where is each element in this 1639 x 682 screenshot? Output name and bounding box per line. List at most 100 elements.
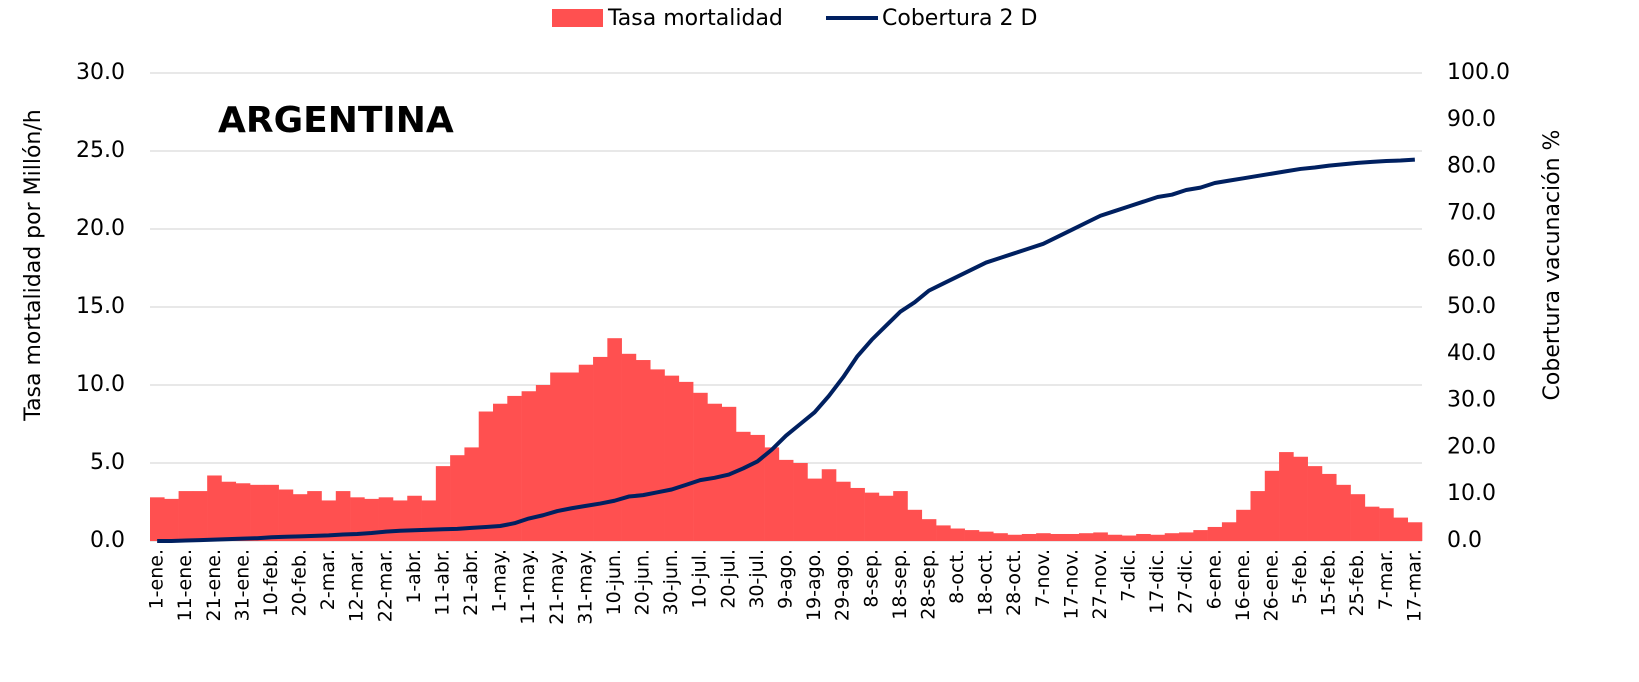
bar (1393, 517, 1409, 541)
bar (564, 372, 580, 541)
bar (593, 356, 608, 541)
x-tick-label: 22-mar. (374, 549, 396, 622)
bar (1279, 452, 1294, 541)
y2-tick-label: 20.0 (1447, 434, 1496, 459)
x-tick-label: 20-jul. (717, 549, 739, 609)
x-tick-label: 30-jul. (746, 549, 768, 609)
bar (678, 381, 694, 541)
bar (1293, 456, 1308, 541)
bar (1007, 534, 1023, 541)
bar (850, 487, 865, 541)
bar (664, 375, 680, 541)
bar (1150, 534, 1166, 541)
x-tick-label: 10-jun. (603, 549, 625, 615)
bar (621, 353, 637, 541)
bar (1307, 466, 1323, 541)
bar (392, 500, 408, 541)
bar (278, 489, 294, 541)
bar (307, 491, 322, 541)
x-tick-label: 6-ene. (1203, 549, 1225, 609)
bar (493, 403, 508, 541)
bar (578, 364, 594, 541)
x-tick-label: 30-jun. (660, 549, 682, 615)
y2-tick-label: 40.0 (1447, 341, 1496, 366)
bar (150, 497, 165, 541)
bar (1021, 533, 1037, 541)
x-tick-label: 21-abr. (460, 549, 482, 616)
x-tick-label: 21-ene. (203, 549, 225, 622)
bar (821, 469, 837, 541)
bar (235, 483, 251, 541)
x-tick-label: 27-dic. (1175, 549, 1197, 614)
legend-label: Cobertura 2 D (882, 6, 1037, 31)
bar (778, 459, 794, 541)
bar (378, 497, 394, 541)
bar (607, 338, 622, 541)
bar (364, 498, 379, 541)
bar (464, 447, 480, 541)
bar (750, 434, 765, 541)
bar (836, 481, 851, 541)
bar (450, 455, 465, 541)
x-tick-label: 18-sep. (889, 549, 911, 620)
bar (1407, 522, 1423, 541)
x-tick-label: 28-sep. (917, 549, 939, 620)
x-tick-label: 26-ene. (1260, 549, 1282, 622)
y2-tick-label: 50.0 (1447, 294, 1496, 319)
y-tick-label: 10.0 (76, 372, 125, 397)
bar (1221, 522, 1237, 541)
x-tick-label: 8-oct. (946, 549, 968, 604)
x-tick-label: 18-oct. (975, 549, 997, 616)
bar (350, 497, 365, 541)
x-tick-label: 7-mar. (1375, 549, 1397, 610)
y2-tick-label: 70.0 (1447, 200, 1496, 225)
x-tick-label: 17-dic. (1146, 549, 1168, 614)
x-tick-label: 11-ene. (174, 549, 196, 622)
bar (1350, 494, 1366, 541)
x-tick-label: 28-oct. (1003, 549, 1025, 616)
bar (207, 475, 222, 541)
bar (735, 431, 751, 541)
bar (1236, 509, 1251, 541)
bar (221, 481, 237, 541)
y-tick-label: 0.0 (90, 528, 125, 553)
x-tick-label: 27-nov. (1089, 549, 1111, 620)
bar (1164, 533, 1180, 541)
bar (878, 495, 894, 541)
x-tick-label: 15-feb. (1318, 549, 1340, 617)
bar (1321, 473, 1337, 541)
bar (507, 395, 522, 541)
bar (1078, 533, 1094, 541)
bar (907, 509, 923, 541)
bar (1036, 533, 1051, 541)
y2-axis-title: Cobertura vacunación % (1540, 130, 1565, 401)
bar (793, 463, 808, 541)
bar (1379, 508, 1394, 541)
y2-tick-label: 60.0 (1447, 247, 1496, 272)
x-tick-label: 9-ago. (775, 549, 797, 609)
bar (964, 530, 980, 541)
x-tick-label: 12-mar. (346, 549, 368, 622)
bar (435, 466, 451, 541)
x-tick-label: 1-may. (489, 549, 511, 613)
bar (1121, 535, 1137, 541)
x-tick-label: 17-mar. (1403, 549, 1425, 622)
x-tick-label: 1-ene. (146, 549, 168, 609)
bar (250, 484, 265, 541)
bar (1093, 532, 1108, 541)
bar (893, 491, 908, 541)
bar (1207, 526, 1223, 541)
bar (635, 360, 651, 541)
bar (264, 484, 279, 541)
x-tick-label: 7-dic. (1118, 549, 1140, 602)
bar (1050, 533, 1065, 541)
x-tick-label: 31-may. (574, 549, 596, 625)
x-tick-label: 16-ene. (1232, 549, 1254, 622)
y-tick-label: 15.0 (76, 294, 125, 319)
bar (1264, 470, 1280, 541)
bar (164, 498, 179, 541)
bar (993, 533, 1008, 541)
bar (1336, 484, 1351, 541)
bar (1107, 534, 1123, 541)
